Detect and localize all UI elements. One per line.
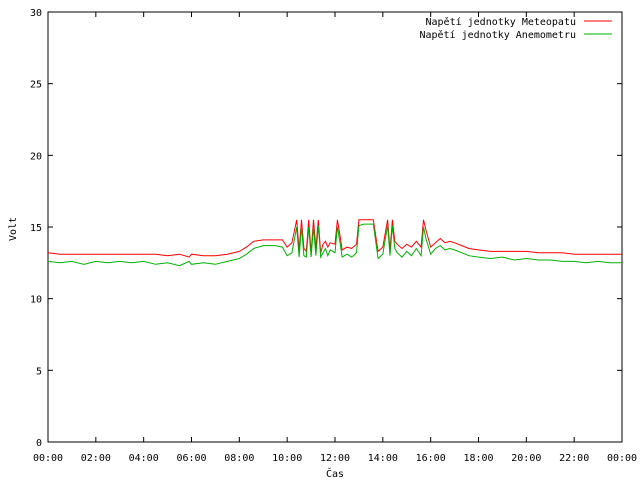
- series-line-2: [47, 223, 622, 267]
- y-tick-label: 30: [30, 8, 42, 19]
- y-tick-label: 20: [30, 151, 42, 162]
- y-axis-label: Volt: [8, 217, 19, 241]
- y-tick-label: 10: [30, 295, 42, 306]
- y-tick-label: 5: [36, 366, 42, 377]
- series-layer: [47, 219, 622, 267]
- x-axis-label: Čas: [326, 467, 344, 480]
- y-tick-label: 0: [36, 438, 42, 449]
- x-tick-label: 22:00: [559, 453, 589, 464]
- y-tick-label: 25: [30, 80, 42, 91]
- x-tick-label: 18:00: [463, 453, 493, 464]
- x-tick-label: 12:00: [320, 453, 350, 464]
- x-tick-label: 08:00: [224, 453, 254, 464]
- x-tick-label: 10:00: [272, 453, 302, 464]
- series-line-1: [47, 219, 622, 258]
- y-axis: 0 5 10 15 20 25 30: [30, 8, 622, 449]
- x-tick-label: 20:00: [511, 453, 541, 464]
- plot-frame: [47, 11, 623, 443]
- x-tick-label: 02:00: [81, 453, 111, 464]
- x-tick-label: 14:00: [368, 453, 398, 464]
- x-tick-label: 16:00: [416, 453, 446, 464]
- x-tick-label: 00:00: [33, 453, 63, 464]
- legend-label-2: Napětí jednotky Anemometru: [419, 29, 576, 41]
- x-tick-label: 04:00: [129, 453, 159, 464]
- x-tick-label: 06:00: [176, 453, 206, 464]
- legend-label-1: Napětí jednotky Meteopatu: [425, 16, 576, 28]
- x-tick-label: 00:00: [607, 453, 637, 464]
- y-tick-label: 15: [30, 223, 42, 234]
- x-axis: 00:00 02:00 04:00 06:00 08:00 10:00 12:00 14:00…: [33, 12, 637, 464]
